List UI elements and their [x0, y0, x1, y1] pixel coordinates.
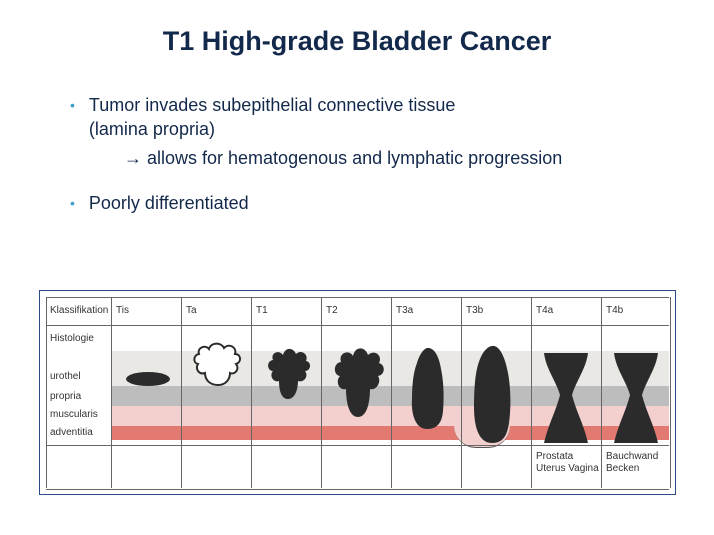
- grid-line: [111, 297, 112, 488]
- footer-t4b: Bauchwand Becken: [606, 451, 658, 474]
- stage-label: Tis: [116, 305, 129, 317]
- bullet-item: • Tumor invades subepithelial connective…: [70, 93, 714, 142]
- stage-label: Ta: [186, 305, 197, 317]
- stage-label: T3a: [396, 305, 413, 317]
- tumor-tis: [124, 371, 172, 387]
- grid-line: [46, 297, 47, 488]
- bullet-text: Poorly differentiated: [89, 191, 249, 215]
- grid-line: [46, 489, 669, 490]
- grid-line: [391, 297, 392, 488]
- page-title: T1 High-grade Bladder Cancer: [0, 0, 714, 57]
- tumor-t3a: [405, 343, 450, 431]
- layer-label: adventitia: [50, 427, 93, 439]
- bullet-item: • Poorly differentiated: [70, 191, 714, 215]
- tumor-t1: [263, 341, 313, 401]
- stage-label: T1: [256, 305, 268, 317]
- stage-label: T4b: [606, 305, 623, 317]
- stage-label: T2: [326, 305, 338, 317]
- tumor-t2: [331, 341, 386, 419]
- grid-line: [461, 297, 462, 488]
- stage-label: T4a: [536, 305, 553, 317]
- bullet-text: Tumor invades subepithelial connective t…: [89, 93, 456, 142]
- grid-line: [601, 297, 602, 488]
- stage-label: T3b: [466, 305, 483, 317]
- grid-line: [251, 297, 252, 488]
- grid-line: [321, 297, 322, 488]
- staging-diagram: Klassifikation Tis Ta T1 T2 T3a T3b T4a …: [39, 290, 676, 495]
- footer-t4a: Prostata Uterus Vagina: [536, 451, 599, 474]
- grid-line: [46, 445, 669, 446]
- tumor-t4b: [610, 351, 662, 445]
- grid-line: [46, 325, 669, 326]
- grid-line: [46, 297, 669, 298]
- header-klass: Klassifikation: [50, 305, 108, 317]
- layer-label: muscularis: [50, 409, 98, 421]
- tumor-t3b: [468, 343, 516, 445]
- bullet-sub: → allows for hematogenous and lymphatic …: [124, 148, 714, 169]
- bullet-marker-icon: •: [70, 195, 75, 211]
- tumor-t4a: [540, 351, 592, 445]
- tumor-ta: [191, 339, 246, 387]
- layer-label: urothel: [50, 371, 81, 383]
- bullet-list: • Tumor invades subepithelial connective…: [70, 93, 714, 215]
- header-hist: Histologie: [50, 333, 94, 345]
- layer-label: propria: [50, 391, 81, 403]
- grid-line: [531, 297, 532, 488]
- bullet-marker-icon: •: [70, 97, 75, 113]
- grid-line: [670, 297, 671, 488]
- grid-line: [181, 297, 182, 488]
- diagram-inner: Klassifikation Tis Ta T1 T2 T3a T3b T4a …: [46, 297, 669, 488]
